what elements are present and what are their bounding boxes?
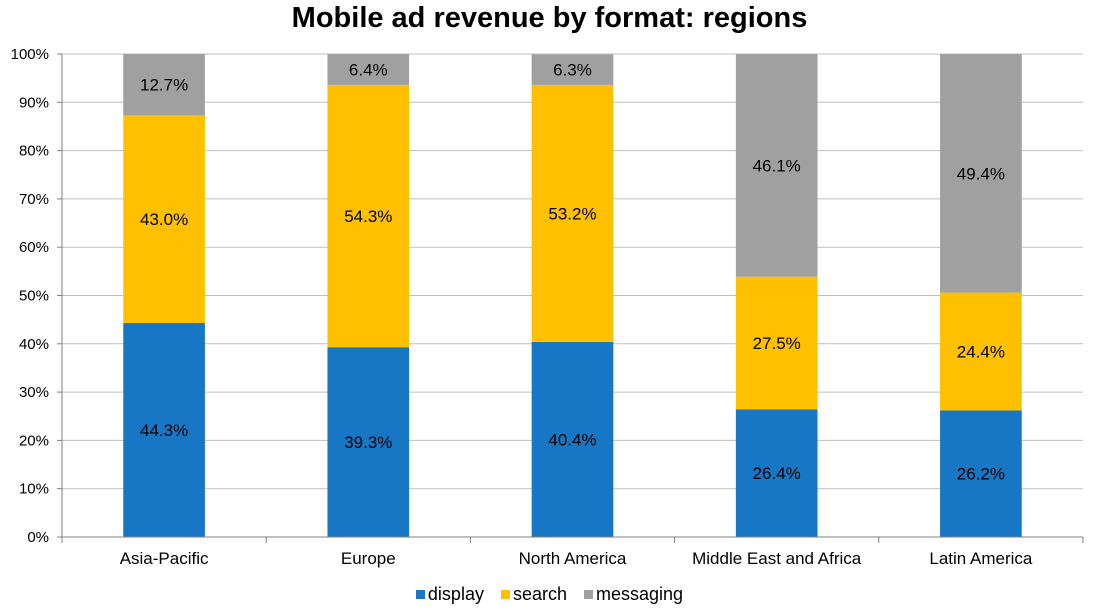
legend-swatch-search — [500, 590, 510, 599]
y-tick-label: 100% — [11, 46, 49, 63]
bar-messaging — [940, 54, 1022, 293]
y-tick-label: 60% — [19, 239, 49, 256]
bar-search — [940, 292, 1022, 411]
data-label: 12.7% — [140, 76, 188, 95]
bar-messaging — [327, 54, 410, 85]
x-tick-label: North America — [519, 549, 627, 568]
data-label: 24.4% — [957, 343, 1005, 362]
bar-search — [531, 84, 614, 342]
legend-label-search: search — [512, 584, 567, 604]
y-tick-label: 0% — [27, 529, 49, 546]
bars — [123, 54, 1022, 537]
bar-messaging — [531, 54, 614, 85]
bar-display — [123, 323, 205, 537]
bar-display — [940, 410, 1022, 537]
legend-label-display: display — [427, 584, 484, 604]
bar-search — [735, 276, 818, 410]
data-label: 43.0% — [140, 210, 188, 229]
data-label: 39.3% — [344, 433, 392, 452]
chart-title: Mobile ad revenue by format: regions — [291, 2, 808, 34]
data-label: 53.2% — [548, 204, 596, 223]
y-tick-label: 20% — [19, 432, 49, 449]
y-tick-label: 70% — [19, 191, 49, 208]
y-tick-label: 10% — [19, 481, 49, 498]
data-label: 26.2% — [957, 465, 1005, 484]
bar-search — [327, 84, 410, 348]
axes: 0% 10% 20% 30% 40% 50% 60% 70% 80% 90% 100% Asia-Pa… — [11, 46, 1084, 568]
data-label: 54.3% — [344, 207, 392, 226]
y-tick-label: 90% — [19, 94, 49, 111]
x-tick-label: Middle East and Africa — [692, 549, 862, 568]
bar-display — [531, 341, 614, 537]
bar-display — [327, 347, 410, 537]
x-tick-label: Asia-Pacific — [120, 549, 209, 568]
y-tick-label: 40% — [19, 336, 49, 353]
data-label: 27.5% — [753, 334, 801, 353]
y-tick-label: 30% — [19, 384, 49, 401]
y-tick-label: 80% — [19, 143, 49, 160]
data-label: 46.1% — [753, 156, 801, 175]
data-label: 26.4% — [753, 464, 801, 483]
legend-item-display: display — [415, 584, 484, 605]
data-label: 49.4% — [957, 164, 1005, 183]
data-label: 6.4% — [349, 60, 388, 79]
bar-display — [735, 409, 818, 537]
legend: display search messaging — [0, 584, 1099, 605]
bar-messaging — [735, 54, 818, 277]
x-tick-label: Europe — [341, 549, 396, 568]
legend-swatch-messaging — [584, 590, 594, 599]
data-label: 40.4% — [548, 430, 596, 449]
x-tick-label: Latin America — [929, 549, 1033, 568]
y-tick-label: 50% — [19, 288, 49, 305]
legend-item-search: search — [500, 584, 567, 605]
legend-swatch-display — [415, 590, 425, 599]
legend-item-messaging: messaging — [584, 584, 683, 605]
bar-messaging — [123, 54, 205, 116]
data-label: 44.3% — [140, 421, 188, 440]
legend-label-messaging: messaging — [596, 584, 684, 604]
bar-search — [123, 115, 205, 324]
data-label: 6.3% — [553, 61, 592, 80]
data-labels: 44.3% 43.0% 12.7% 39.3% 54.3% 6.4% 40.4% 53.2% 6… — [140, 60, 1005, 483]
